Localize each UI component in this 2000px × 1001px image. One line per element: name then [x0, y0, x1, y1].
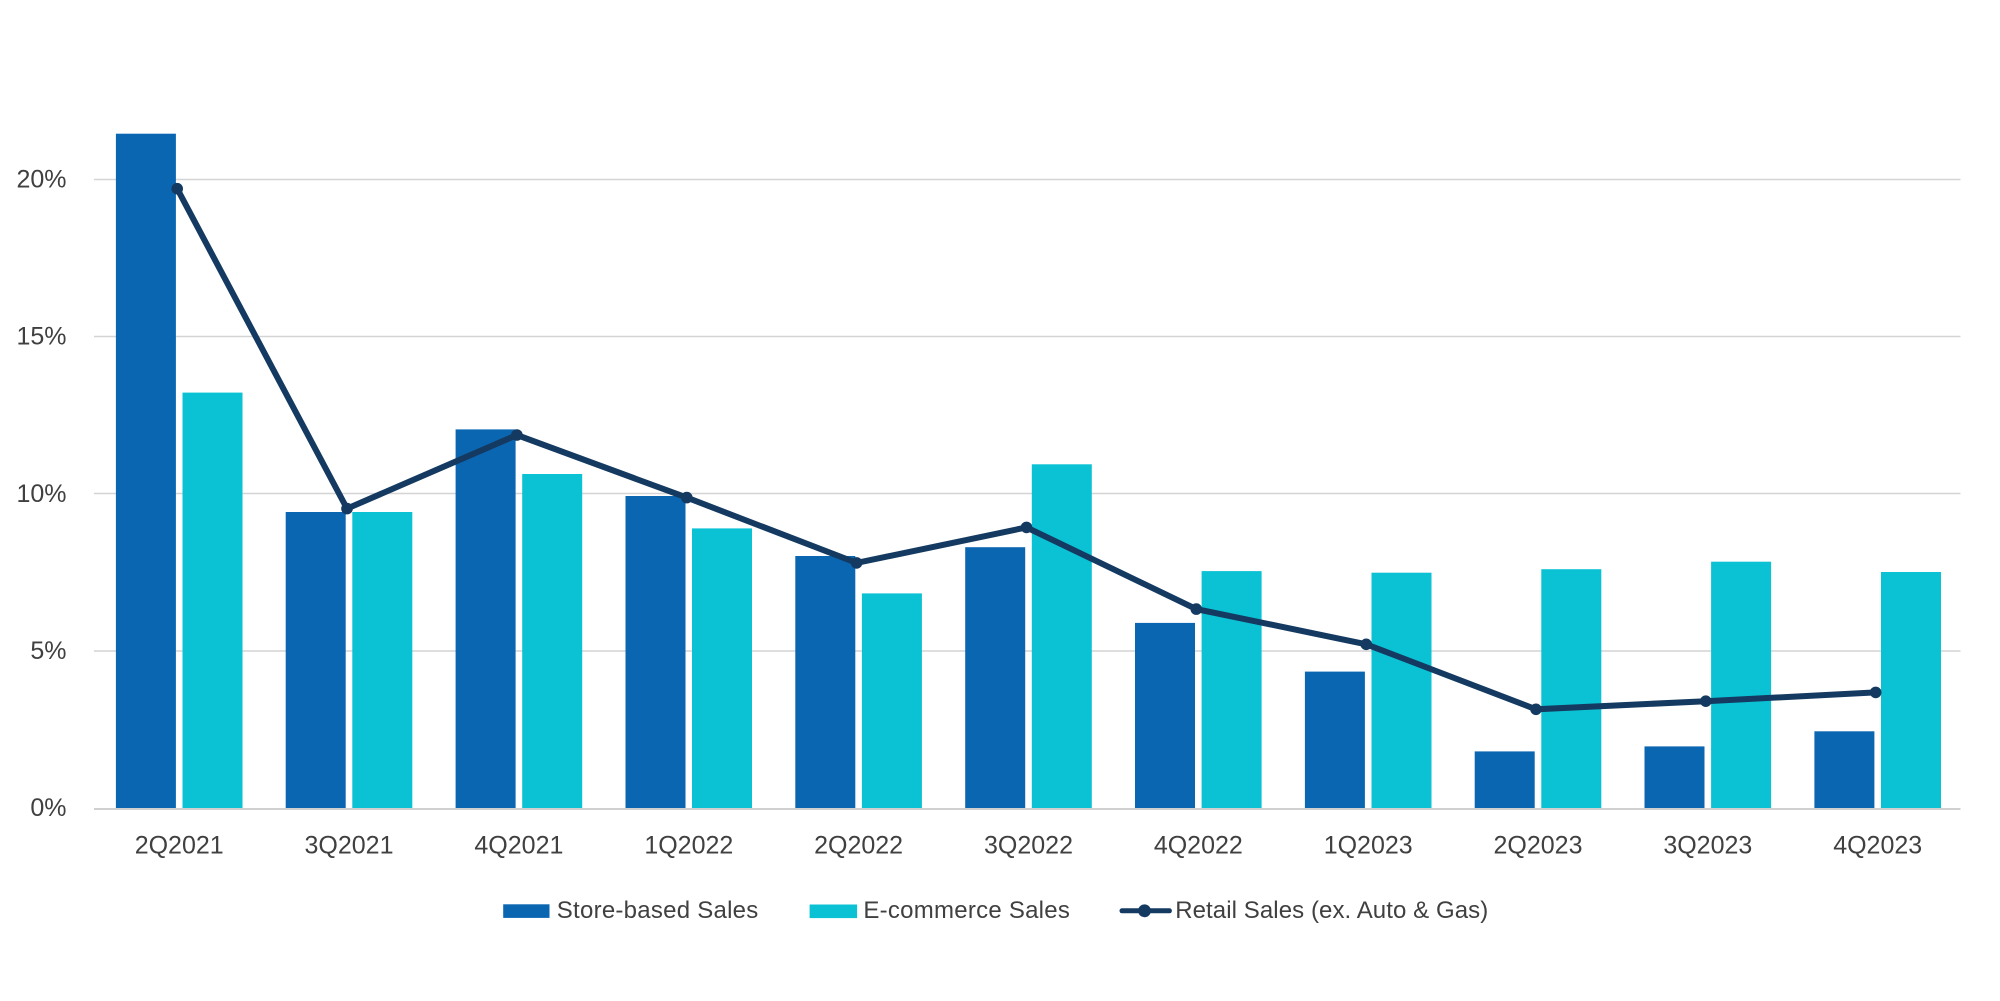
svg-text:2Q2021: 2Q2021	[135, 832, 224, 860]
svg-text:E-commerce Sales: E-commerce Sales	[863, 897, 1070, 924]
svg-text:4Q2022: 4Q2022	[1154, 832, 1243, 860]
svg-text:1Q2023: 1Q2023	[1324, 832, 1413, 860]
svg-text:20%: 20%	[16, 166, 66, 194]
svg-text:3Q2021: 3Q2021	[305, 832, 394, 860]
svg-text:2Q2023: 2Q2023	[1494, 832, 1583, 860]
svg-text:0%: 0%	[30, 794, 66, 822]
svg-text:5%: 5%	[30, 637, 66, 665]
svg-text:10%: 10%	[16, 480, 66, 508]
svg-text:4Q2021: 4Q2021	[474, 832, 563, 860]
svg-text:3Q2023: 3Q2023	[1663, 832, 1752, 860]
svg-text:Retail Sales (ex. Auto & Gas): Retail Sales (ex. Auto & Gas)	[1175, 897, 1488, 924]
svg-text:4Q2023: 4Q2023	[1833, 832, 1922, 860]
svg-text:3Q2022: 3Q2022	[984, 832, 1073, 860]
svg-text:15%: 15%	[16, 323, 66, 351]
svg-text:1Q2022: 1Q2022	[644, 832, 733, 860]
svg-text:2Q2022: 2Q2022	[814, 832, 903, 860]
svg-text:Store-based Sales: Store-based Sales	[557, 897, 759, 924]
